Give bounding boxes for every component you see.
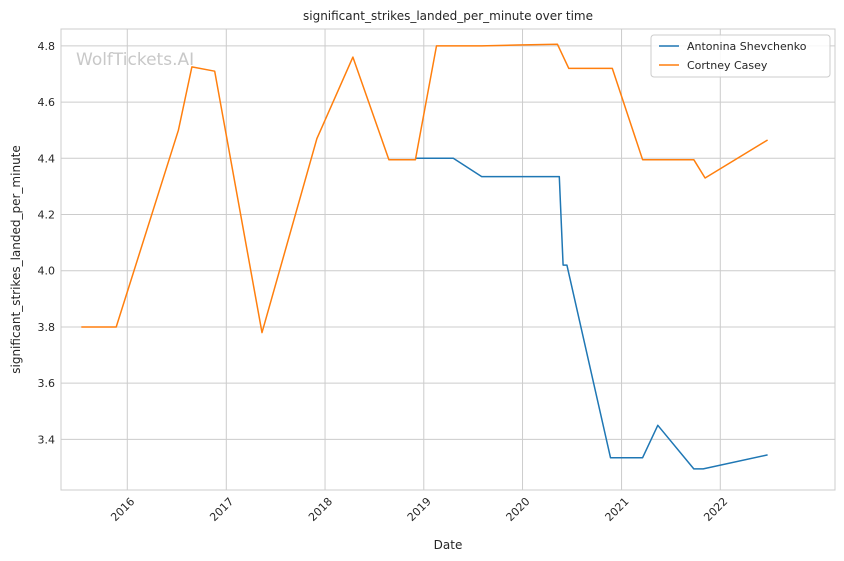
plot-area (60, 28, 836, 491)
series-lines (81, 43, 768, 470)
y-tick-label: 4.0 (38, 265, 56, 278)
x-axis-label: Date (434, 538, 463, 552)
y-tick-label: 3.8 (38, 321, 56, 334)
y-tick-label: 4.6 (38, 96, 56, 109)
y-tick-label: 4.2 (38, 209, 56, 222)
legend: Antonina Shevchenko Cortney Casey (650, 34, 831, 78)
y-tick-label: 3.6 (38, 377, 56, 390)
series-line-antonina-shevchenko (415, 157, 768, 470)
legend-label: Cortney Casey (687, 59, 768, 72)
legend-label: Antonina Shevchenko (687, 40, 807, 53)
y-axis-label: significant_strikes_landed_per_minute (9, 145, 23, 374)
chart-title: significant_strikes_landed_per_minute ov… (303, 9, 593, 23)
legend-box (650, 34, 831, 78)
watermark: WolfTickets.AI (76, 50, 194, 70)
series-line-cortney-casey (81, 43, 768, 334)
y-tick-label: 3.4 (38, 433, 56, 446)
y-tick-label: 4.8 (38, 40, 56, 53)
y-tick-label: 4.4 (38, 152, 56, 165)
